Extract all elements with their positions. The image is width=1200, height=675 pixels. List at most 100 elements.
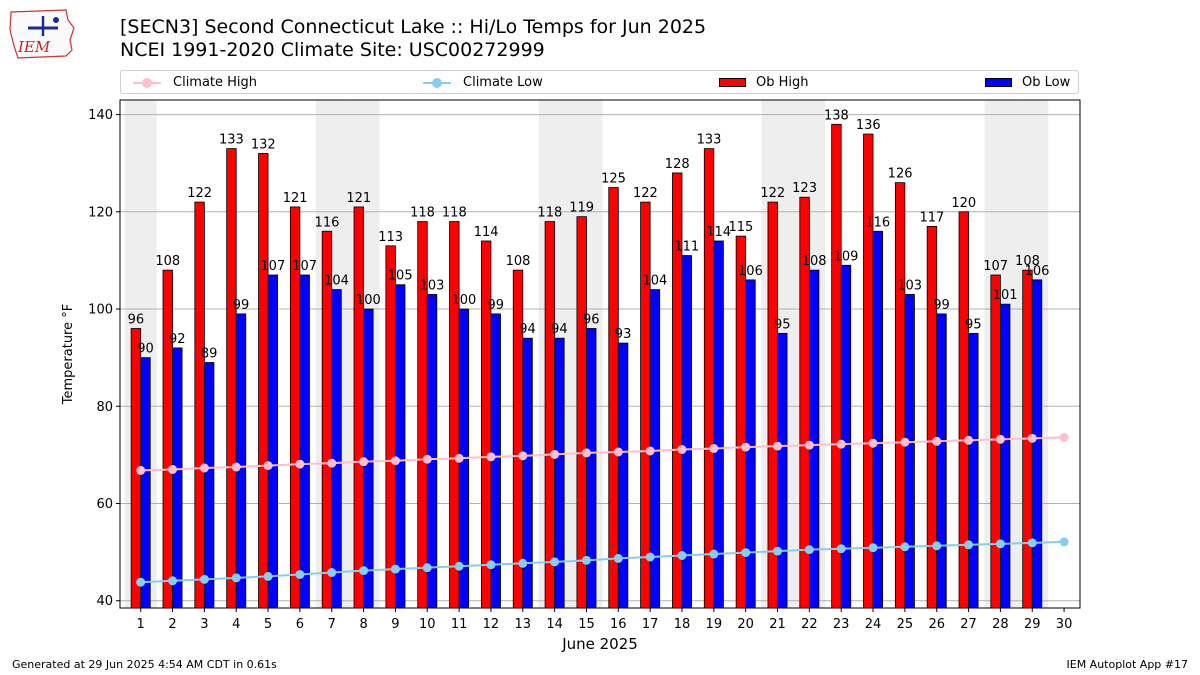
legend-label-ob-low: Ob Low [1022,75,1071,90]
label-ob-high-2: 108 [155,254,180,269]
xtick-label-15: 15 [578,617,595,632]
bar-ob-low-10 [426,294,438,609]
label-ob-low-10: 103 [420,278,445,293]
point-climate-low-10 [422,563,432,573]
point-climate-high-24 [868,438,878,448]
bar-ob-low-1 [140,357,151,609]
bar-ob-high-10 [417,221,428,609]
label-ob-low-24: 116 [865,215,890,230]
bar-ob-high-28 [990,274,1001,609]
bar-ob-high-27 [958,211,969,609]
point-climate-low-20 [741,548,751,558]
point-climate-high-2 [168,464,178,474]
bar-ob-high-13 [512,269,524,609]
app-footer: IEM Autoplot App #17 [1066,658,1189,671]
bar-ob-low-25 [904,294,915,609]
point-climate-high-16 [613,447,623,457]
label-ob-low-22: 108 [802,254,827,269]
xtick-label-17: 17 [642,617,659,632]
point-climate-low-24 [868,543,878,553]
bar-ob-low-3 [203,362,215,609]
point-climate-high-19 [709,444,719,454]
xtick-label-27: 27 [960,617,977,632]
chart-subtitle: NCEI 1991-2020 Climate Site: USC00272999 [120,39,545,61]
iem-logo: IEM [9,9,75,59]
point-climate-high-3 [199,463,209,473]
bar-ob-low-28 [999,303,1011,609]
xtick-label-19: 19 [706,617,723,632]
bar-ob-low-11 [458,308,470,609]
point-climate-high-12 [486,452,496,462]
xtick-label-22: 22 [801,617,818,632]
label-ob-high-15: 119 [569,201,594,216]
bar-ob-low-19 [713,240,724,609]
point-climate-high-27 [964,435,974,445]
label-ob-low-2: 92 [169,332,186,347]
bar-ob-high-23 [831,123,842,609]
point-climate-high-25 [900,437,910,447]
point-climate-high-14 [550,449,560,459]
label-ob-low-13: 94 [519,322,536,337]
bar-ob-high-11 [449,221,460,609]
label-ob-high-8: 121 [346,191,371,206]
x-axis-label: June 2025 [561,635,638,653]
bar-ob-low-12 [490,313,501,609]
label-ob-low-7: 104 [324,274,349,289]
ytick-label-140: 140 [88,108,113,123]
point-climate-low-6 [295,569,305,579]
point-climate-low-30 [1059,537,1069,547]
label-ob-high-14: 118 [537,206,562,221]
line-climate-high [140,436,1065,472]
xtick-label-8: 8 [359,617,367,632]
xtick-label-3: 3 [200,617,208,632]
label-ob-low-16: 93 [615,327,632,342]
label-ob-high-5: 132 [251,137,276,152]
label-ob-high-4: 133 [219,133,244,148]
point-climate-high-29 [1027,433,1037,443]
bar-ob-high-5 [258,153,269,609]
point-climate-high-28 [995,434,1005,444]
label-ob-low-18: 111 [674,240,699,255]
label-ob-high-3: 122 [187,186,212,201]
point-climate-high-18 [677,445,687,455]
point-climate-high-8 [359,457,369,467]
label-ob-low-12: 99 [487,298,504,313]
point-climate-low-7 [327,568,337,578]
xtick-label-12: 12 [483,617,500,632]
xtick-label-1: 1 [137,617,145,632]
point-climate-low-5 [263,571,273,581]
point-climate-low-27 [964,540,974,550]
bar-ob-high-18 [672,172,683,609]
point-climate-low-15 [581,555,591,565]
label-ob-low-17: 104 [643,274,668,289]
point-climate-low-21 [773,546,783,556]
point-climate-low-26 [932,541,942,551]
label-ob-low-5: 107 [260,259,285,274]
bar-ob-low-29 [1031,279,1043,609]
bar-ob-high-12 [480,240,492,609]
bar-ob-low-5 [267,274,279,609]
point-climate-low-28 [995,539,1005,549]
label-ob-high-9: 113 [378,230,403,245]
weekend-shade-28 [984,100,1017,608]
bar-ob-high-26 [926,225,938,609]
label-ob-high-7: 116 [315,215,340,230]
label-ob-high-23: 138 [824,108,849,123]
xtick-label-14: 14 [546,617,563,632]
xtick-label-18: 18 [674,617,691,632]
point-climate-low-19 [709,549,719,559]
label-ob-high-18: 128 [665,157,690,172]
weekend-shade-14 [538,100,571,608]
point-climate-high-6 [295,459,305,469]
ytick-label-40: 40 [96,594,113,609]
point-climate-low-29 [1027,538,1037,548]
label-ob-high-13: 108 [506,254,531,269]
point-climate-low-3 [199,574,209,584]
bar-ob-low-24 [872,230,883,609]
bar-ob-high-19 [703,148,715,609]
y-axis-label: Temperature °F [61,304,76,405]
bar-ob-low-23 [840,264,852,609]
point-climate-high-26 [932,436,942,446]
label-ob-low-4: 99 [233,298,250,313]
point-climate-high-1 [136,465,146,475]
